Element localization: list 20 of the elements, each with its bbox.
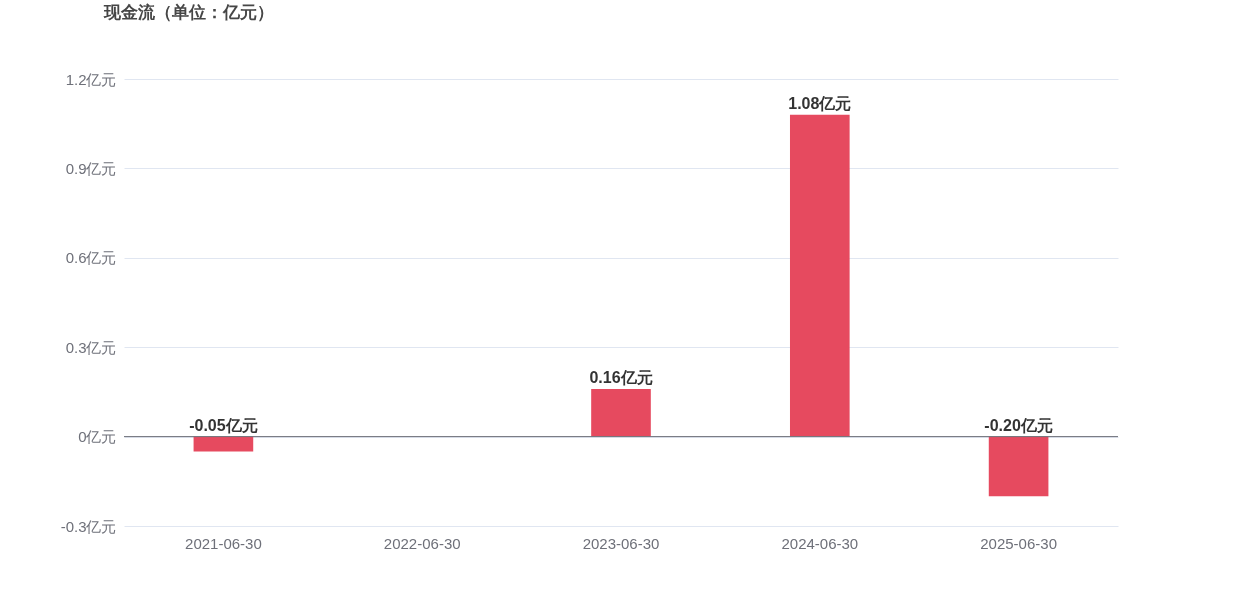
x-tick-label: 2021-06-30: [185, 534, 262, 552]
y-tick-label: -0.3亿元: [60, 517, 117, 535]
y-tick-label: 1.2亿元: [65, 70, 117, 88]
bar: [193, 436, 254, 452]
data-label: 0.16亿元: [589, 368, 653, 386]
data-label: -0.20亿元: [984, 416, 1053, 434]
x-tick-label: 2022-06-30: [383, 534, 461, 552]
y-tick-label: 0.6亿元: [65, 249, 117, 267]
x-tick-label: 2025-06-30: [980, 534, 1057, 552]
x-tick-label: 2023-06-30: [582, 534, 660, 552]
bar: [789, 114, 850, 437]
y-tick-label: 0.9亿元: [65, 159, 117, 177]
bar: [591, 388, 651, 437]
data-label: 1.08亿元: [788, 94, 852, 112]
x-tick-label: 2024-06-30: [781, 534, 859, 552]
data-label: -0.05亿元: [189, 416, 258, 434]
y-tick-label: 0亿元: [78, 428, 117, 446]
chart-title: 现金流（单位：亿元）: [103, 3, 274, 22]
y-tick-label: 0.3亿元: [65, 338, 117, 356]
bar: [988, 436, 1049, 497]
